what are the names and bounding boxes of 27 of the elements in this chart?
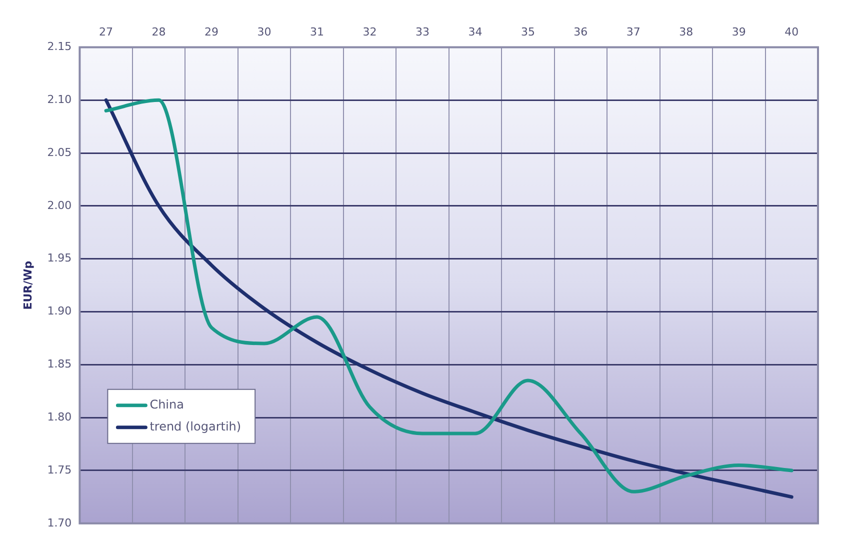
y-tick-label: 1.95 (47, 252, 72, 265)
y-tick-label: 2.00 (47, 198, 72, 212)
y-tick-label: 1.80 (47, 410, 72, 424)
x-tick-label: 36 (574, 25, 588, 38)
x-tick-label: 32 (362, 25, 377, 38)
x-tick-label: 31 (310, 25, 324, 38)
x-tick-label: 34 (468, 25, 482, 38)
y-tick-label: 2.15 (47, 40, 72, 54)
x-tick-label: 38 (679, 25, 694, 38)
y-tick-label: 1.70 (47, 516, 72, 530)
x-tick-label: 29 (204, 25, 219, 38)
y-tick-label: 2.10 (47, 92, 72, 106)
y-tick-label: 2.05 (47, 146, 72, 159)
x-tick-label: 33 (415, 25, 430, 38)
legend-label: China (150, 398, 184, 412)
legend-label: trend (logartih) (150, 420, 242, 434)
x-tick-label: 28 (152, 25, 166, 38)
x-tick-label: 39 (732, 25, 746, 38)
y-tick-label: 1.90 (47, 304, 72, 318)
x-tick-label: 37 (626, 25, 640, 38)
x-tick-label: 40 (784, 25, 799, 38)
y-tick-label: 1.85 (47, 358, 72, 371)
y-tick-label: 1.75 (47, 463, 72, 476)
x-tick-label: 30 (257, 25, 272, 38)
y-axis-title: EUR/Wp (21, 260, 34, 310)
x-tick-label: 35 (520, 25, 535, 38)
x-tick-label: 27 (99, 25, 114, 38)
